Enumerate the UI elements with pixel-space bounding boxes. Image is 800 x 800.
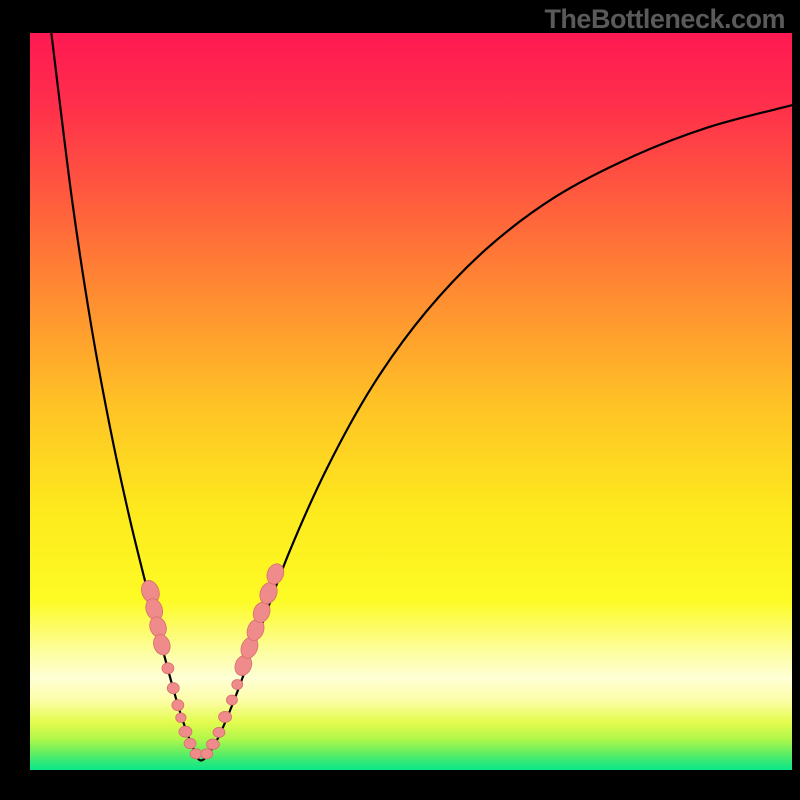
plot-background-gradient — [30, 33, 792, 770]
gradient-rect — [30, 33, 792, 770]
watermark-text: TheBottleneck.com — [544, 4, 785, 35]
gradient-svg — [30, 33, 792, 770]
